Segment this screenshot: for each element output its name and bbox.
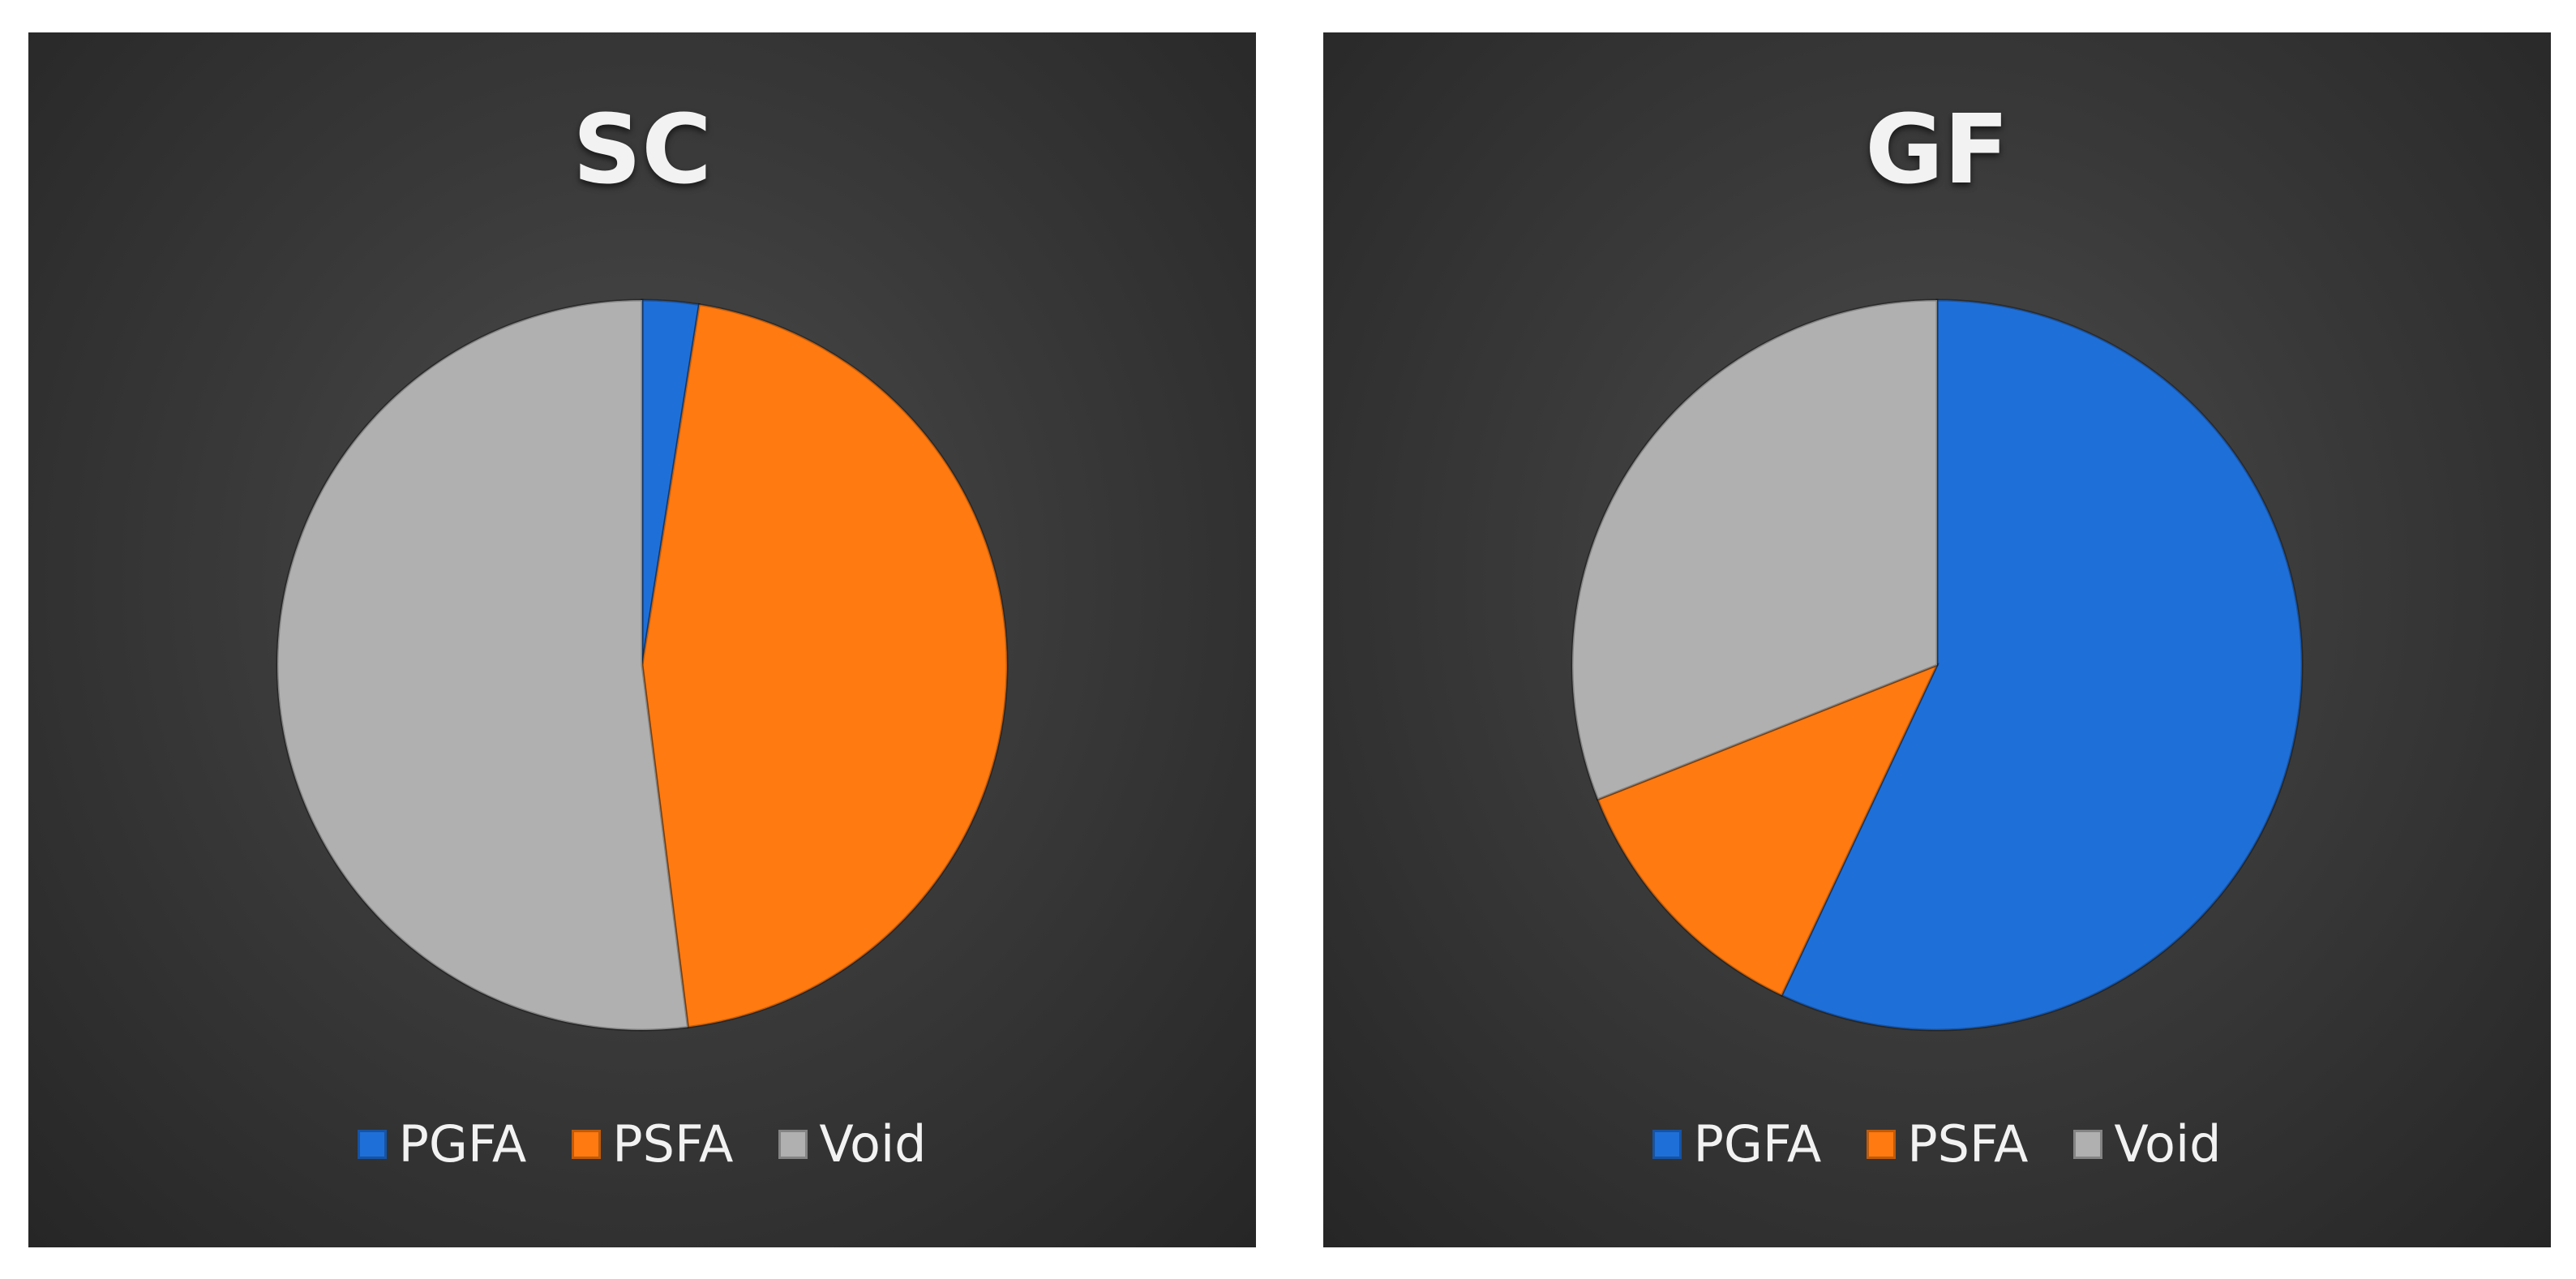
chart-title: SC xyxy=(572,93,712,205)
legend-label-pgfa: PGFA xyxy=(1693,1114,1822,1174)
legend: PGFA PSFA Void xyxy=(1323,1119,2551,1170)
legend-item-void: Void xyxy=(778,1114,927,1174)
legend-item-psfa: PSFA xyxy=(1867,1119,2028,1170)
legend-item-pgfa: PGFA xyxy=(1652,1119,1821,1170)
pie-slice-shading-void xyxy=(1572,300,1937,800)
legend: PGFA PSFA Void xyxy=(28,1119,1256,1170)
legend-swatch-psfa xyxy=(1867,1130,1897,1159)
pie-slice-shading-psfa xyxy=(642,304,1008,1028)
legend-swatch-pgfa xyxy=(1652,1130,1682,1159)
legend-label-psfa: PSFA xyxy=(612,1114,734,1174)
pie-chart-sc xyxy=(276,298,1009,1032)
legend-label-psfa: PSFA xyxy=(1907,1114,2029,1174)
legend-label-void: Void xyxy=(2114,1114,2222,1174)
pie-slice-shading-pgfa xyxy=(1781,300,2302,1030)
legend-item-void: Void xyxy=(2073,1114,2222,1174)
legend-swatch-void xyxy=(2073,1130,2103,1159)
pie-slice-shading-psfa xyxy=(1597,665,1937,996)
chart-title: GF xyxy=(1865,93,2009,205)
legend-item-psfa: PSFA xyxy=(572,1119,733,1170)
legend-label-pgfa: PGFA xyxy=(398,1114,527,1174)
pie-slice-shading-void xyxy=(277,300,688,1030)
chart-panel-sc: SC PGFA PSFA Void xyxy=(28,32,1256,1247)
pie-slice-shading-pgfa xyxy=(642,300,700,665)
legend-item-pgfa: PGFA xyxy=(358,1119,526,1170)
chart-panel-gf: GF PGFA PSFA Void xyxy=(1323,32,2551,1247)
legend-swatch-pgfa xyxy=(358,1130,388,1159)
legend-swatch-void xyxy=(778,1130,808,1159)
pie-chart-gf xyxy=(1571,298,2304,1032)
legend-label-void: Void xyxy=(819,1114,927,1174)
legend-swatch-psfa xyxy=(572,1130,602,1159)
